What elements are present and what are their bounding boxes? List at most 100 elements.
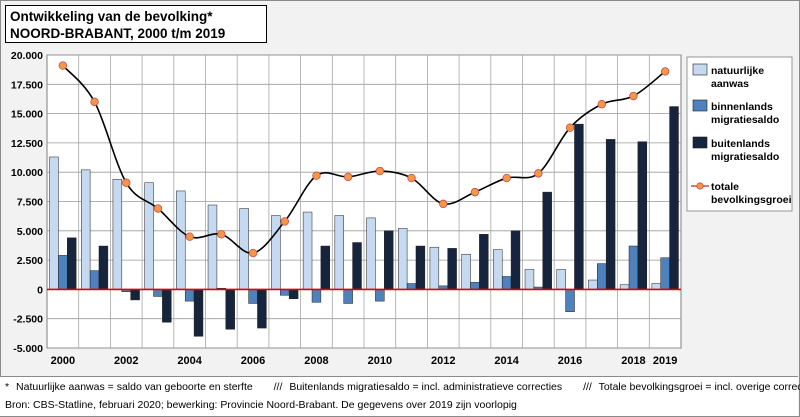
bar-binnenlands-migratiesaldo <box>153 289 163 297</box>
population-chart: 20.000 17.500 15.000 12.500 10.000 7.500 5.000… <box>11 50 793 367</box>
bar-natuurlijke-aanwas <box>651 283 661 290</box>
y-tick-label: 5.000 <box>17 226 43 238</box>
bar-binnenlands-migratiesaldo <box>280 289 290 296</box>
total-growth-point <box>660 67 670 76</box>
bar-natuurlijke-aanwas <box>271 215 281 290</box>
bar-natuurlijke-aanwas <box>397 228 408 290</box>
y-axis-ticks: 20.000 17.500 15.000 12.500 10.000 7.500 5.000… <box>11 50 43 355</box>
note-foreign-migration: Buitenlands migratiesaldo = incl. admini… <box>289 381 563 393</box>
bar-binnenlands-migratiesaldo <box>248 289 258 304</box>
total-growth-point <box>470 187 480 197</box>
bar-buitenlands-migratiesaldo <box>669 106 679 290</box>
bar-binnenlands-migratiesaldo <box>501 276 512 290</box>
gridlines <box>47 54 681 349</box>
separator: /// <box>273 381 283 393</box>
bar-natuurlijke-aanwas <box>588 279 598 290</box>
bar-buitenlands-migratiesaldo <box>605 139 616 290</box>
y-tick-label: 12.500 <box>11 138 43 150</box>
bar-buitenlands-migratiesaldo <box>98 245 109 290</box>
x-axis-ticks: 2000 2002 2004 2006 2008 2010 2012 2014 2016 2018… <box>51 355 678 367</box>
bar-buitenlands-migratiesaldo <box>67 237 77 290</box>
bar-buitenlands-migratiesaldo <box>320 245 331 290</box>
bar-natuurlijke-aanwas <box>176 190 186 290</box>
bar-buitenlands-migratiesaldo <box>225 289 235 330</box>
y-tick-label: 7.500 <box>17 197 43 209</box>
bar-buitenlands-migratiesaldo <box>130 289 140 301</box>
x-tick-label: 2004 <box>177 355 202 367</box>
y-tick-label: 10.000 <box>11 167 43 179</box>
title-line-2: NOORD-BRABANT, 2000 t/m 2019 <box>10 26 226 41</box>
legend-swatch <box>692 63 708 76</box>
note-natural-growth: Natuurlijke aanwas = saldo van geboorte … <box>16 381 253 393</box>
bar-buitenlands-migratiesaldo <box>574 123 584 290</box>
legend-swatch <box>692 99 708 112</box>
x-tick-label: 2008 <box>304 355 328 367</box>
y-tick-label: 2.500 <box>17 255 43 267</box>
bar-buitenlands-migratiesaldo <box>479 234 489 290</box>
y-tick-label: 17.500 <box>11 79 43 91</box>
x-tick-label: 2002 <box>114 355 138 367</box>
chart-title: Ontwikkeling van de bevolking* NOORD-BRA… <box>5 5 267 43</box>
asterisk: * <box>5 381 10 393</box>
total-growth-point <box>312 171 321 180</box>
bar-natuurlijke-aanwas <box>493 249 503 290</box>
bar-buitenlands-migratiesaldo <box>162 289 172 323</box>
bar-binnenlands-migratiesaldo <box>58 255 68 290</box>
y-tick-label: -5.000 <box>13 343 43 355</box>
bar-natuurlijke-aanwas <box>461 253 471 290</box>
legend: natuurlijkeaanwasbinnenlandsmigratiesald… <box>686 56 793 212</box>
total-growth-line <box>58 61 670 258</box>
legend-label: bevolkingsgroei <box>711 194 792 206</box>
bar-buitenlands-migratiesaldo <box>510 230 521 290</box>
bar-buitenlands-migratiesaldo <box>288 289 299 300</box>
bar-binnenlands-migratiesaldo <box>375 289 385 302</box>
legend-label: aanwas <box>711 78 749 90</box>
bar-buitenlands-migratiesaldo <box>193 289 204 337</box>
bar-binnenlands-migratiesaldo <box>628 245 639 290</box>
bar-natuurlijke-aanwas <box>366 217 376 290</box>
total-growth-point <box>597 100 606 109</box>
x-tick-label: 2016 <box>558 355 582 367</box>
total-growth-point <box>217 230 226 239</box>
total-growth-point <box>629 91 638 101</box>
legend-label: migratiesaldo <box>711 114 779 126</box>
total-growth-point <box>565 123 575 132</box>
legend-label: buitenlands <box>711 138 770 150</box>
legend-label: totale <box>711 181 739 193</box>
legend-swatch <box>692 136 708 149</box>
bars <box>49 106 679 337</box>
bar-buitenlands-migratiesaldo <box>637 141 648 290</box>
bar-natuurlijke-aanwas <box>556 269 566 290</box>
x-tick-label: 2019 <box>653 355 677 367</box>
legend-marker-swatch <box>696 182 704 190</box>
bar-natuurlijke-aanwas <box>112 178 123 290</box>
bar-natuurlijke-aanwas <box>524 269 535 290</box>
legend-label: binnenlands <box>711 101 773 113</box>
bar-binnenlands-migratiesaldo <box>184 289 195 302</box>
bar-buitenlands-migratiesaldo <box>447 248 457 290</box>
bar-natuurlijke-aanwas <box>429 246 440 290</box>
bar-binnenlands-migratiesaldo <box>311 289 322 303</box>
y-tick-label: -2.500 <box>13 314 43 326</box>
bar-buitenlands-migratiesaldo <box>384 230 394 290</box>
total-growth-point <box>343 172 353 182</box>
legend-label: natuurlijke <box>711 65 764 77</box>
bar-binnenlands-migratiesaldo <box>89 270 100 290</box>
x-tick-label: 2018 <box>621 355 645 367</box>
bar-buitenlands-migratiesaldo <box>542 191 552 290</box>
separator: /// <box>583 381 592 393</box>
legend-label: migratiesaldo <box>711 151 779 163</box>
bar-natuurlijke-aanwas <box>302 211 313 290</box>
bar-binnenlands-migratiesaldo <box>660 257 670 290</box>
total-growth-point <box>439 199 448 209</box>
bar-natuurlijke-aanwas <box>207 204 218 290</box>
bar-buitenlands-migratiesaldo <box>415 245 426 290</box>
bar-binnenlands-migratiesaldo <box>406 283 417 290</box>
bar-buitenlands-migratiesaldo <box>257 289 267 329</box>
bar-natuurlijke-aanwas <box>49 156 59 290</box>
bar-binnenlands-migratiesaldo <box>470 282 480 290</box>
total-growth-point <box>375 166 385 176</box>
y-tick-label: 15.000 <box>11 109 43 121</box>
y-tick-label: 0 <box>37 284 43 296</box>
definitions-note: * Natuurlijke aanwas = saldo van geboort… <box>5 381 800 393</box>
